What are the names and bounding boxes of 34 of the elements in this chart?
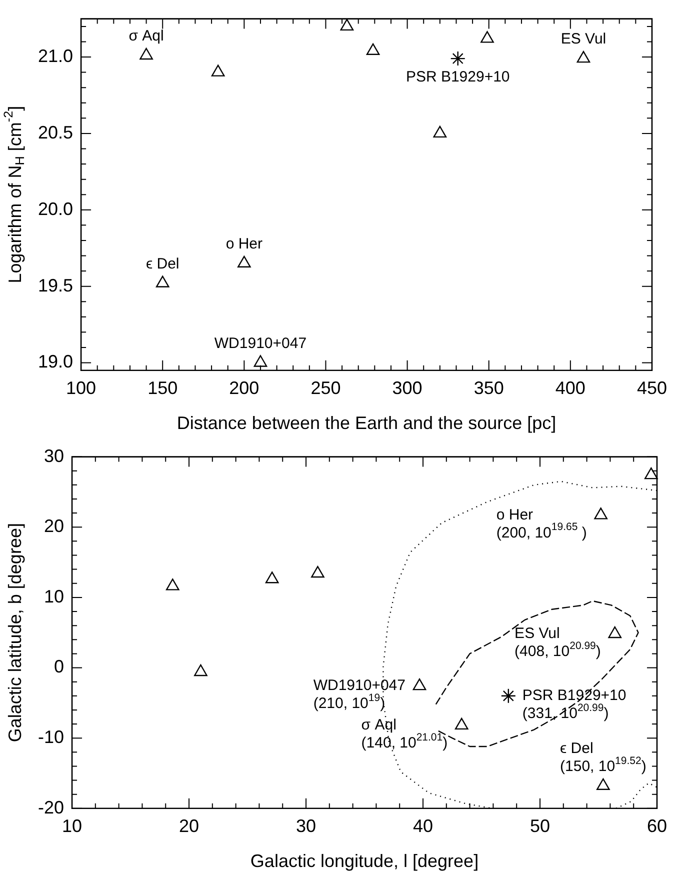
x-tick-label: 150 <box>148 378 178 398</box>
annotation: ES Vul <box>560 30 606 48</box>
y-tick-label: 19.5 <box>38 275 74 296</box>
x-tick-label: 100 <box>66 378 96 398</box>
x-tick-label: 20 <box>178 816 200 836</box>
y-axis-title: Galactic latitude, b [degree] <box>4 523 25 742</box>
x-axis-title: Distance between the Earth and the source [pc] <box>176 412 556 433</box>
y-tick-label: 0 <box>54 656 64 677</box>
annotation: PSR B1929+10 <box>406 68 510 86</box>
y-tick-label: -20 <box>38 797 64 818</box>
y-tick-label: 19.0 <box>38 352 74 372</box>
x-tick-label: 450 <box>636 378 668 398</box>
y-tick-label: 20 <box>44 516 64 536</box>
x-axis-title: Galactic longitude, l [degree] <box>250 850 479 871</box>
annotation: o Her <box>226 236 263 253</box>
annotation: σ Aql <box>128 28 164 45</box>
x-tick-label: 400 <box>555 378 586 398</box>
y-axis-title: Logarithm of NH [cm-2] <box>1 106 27 284</box>
x-tick-label: 50 <box>530 816 550 836</box>
x-tick-label: 40 <box>412 816 434 836</box>
x-tick-label: 30 <box>296 816 316 836</box>
x-tick-label: 350 <box>474 378 504 398</box>
y-tick-label: 20.5 <box>38 122 74 142</box>
x-tick-label: 250 <box>310 378 341 398</box>
x-tick-label: 300 <box>392 378 422 398</box>
y-tick-label: -10 <box>38 727 64 748</box>
annotation: ϵ Del <box>146 255 180 272</box>
x-tick-label: 200 <box>229 378 260 398</box>
y-tick-label: 21.0 <box>38 46 74 66</box>
x-tick-label: 60 <box>646 816 668 836</box>
annotation: WD1910+047 <box>214 334 307 352</box>
y-tick-label: 30 <box>44 446 64 466</box>
y-tick-label: 20.0 <box>38 198 74 219</box>
y-tick-label: 10 <box>44 586 64 606</box>
